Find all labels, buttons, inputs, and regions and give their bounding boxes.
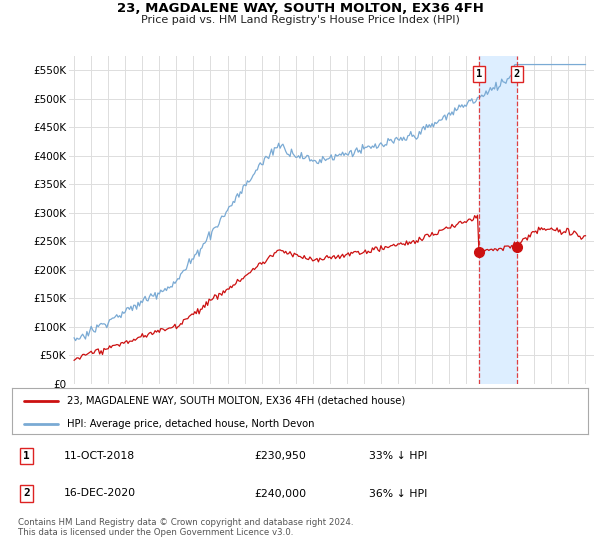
Text: £240,000: £240,000 — [254, 488, 306, 498]
Text: 11-OCT-2018: 11-OCT-2018 — [64, 451, 135, 461]
Bar — [479, 56, 517, 384]
Text: 23, MAGDALENE WAY, SOUTH MOLTON, EX36 4FH: 23, MAGDALENE WAY, SOUTH MOLTON, EX36 4F… — [116, 2, 484, 15]
Text: Price paid vs. HM Land Registry's House Price Index (HPI): Price paid vs. HM Land Registry's House … — [140, 15, 460, 25]
Text: 1: 1 — [476, 69, 482, 79]
Text: Contains HM Land Registry data © Crown copyright and database right 2024.
This d: Contains HM Land Registry data © Crown c… — [18, 518, 353, 538]
Text: 23, MAGDALENE WAY, SOUTH MOLTON, EX36 4FH (detached house): 23, MAGDALENE WAY, SOUTH MOLTON, EX36 4F… — [67, 396, 405, 406]
Text: 2: 2 — [514, 69, 520, 79]
Text: 2: 2 — [23, 488, 30, 498]
Text: 16-DEC-2020: 16-DEC-2020 — [64, 488, 136, 498]
Text: 33% ↓ HPI: 33% ↓ HPI — [369, 451, 427, 461]
Text: 36% ↓ HPI: 36% ↓ HPI — [369, 488, 427, 498]
Text: 1: 1 — [23, 451, 30, 461]
Text: £230,950: £230,950 — [254, 451, 306, 461]
Text: HPI: Average price, detached house, North Devon: HPI: Average price, detached house, Nort… — [67, 419, 314, 429]
